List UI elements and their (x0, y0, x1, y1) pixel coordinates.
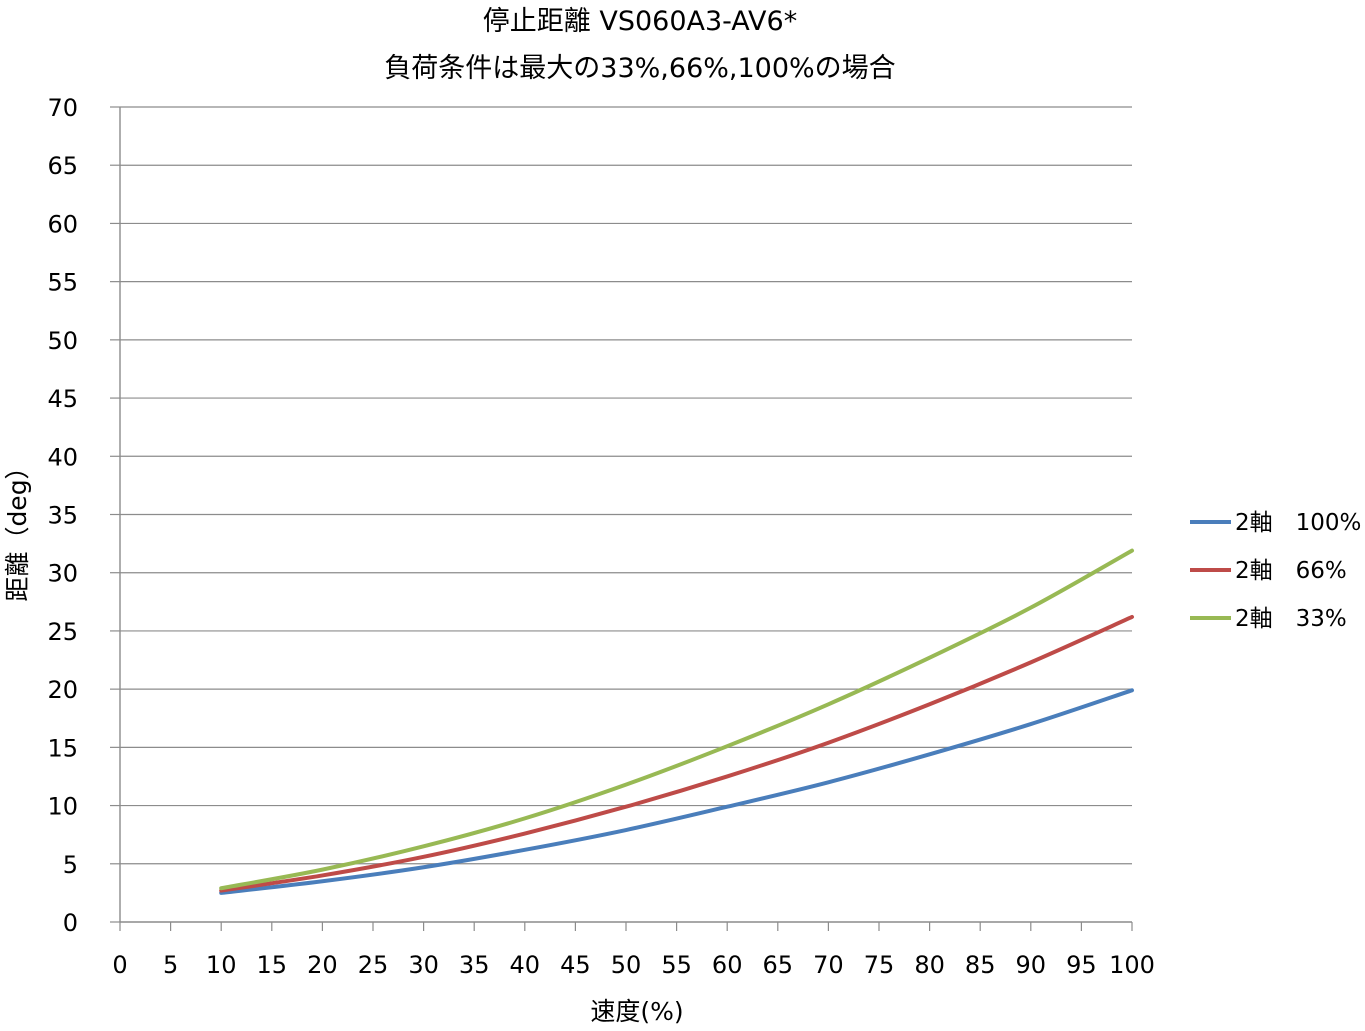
series-line-0 (219, 688, 1134, 895)
y-tick-label-45: 45 (47, 385, 78, 413)
gridlines (120, 106, 1132, 865)
series-line-2 (219, 548, 1134, 891)
x-tick-label-40: 40 (510, 951, 541, 979)
x-tick-label-60: 60 (712, 951, 743, 979)
x-tick-label-95: 95 (1066, 951, 1097, 979)
x-tick-label-65: 65 (763, 951, 794, 979)
y-tick-label-70: 70 (47, 94, 78, 122)
x-tick-label-5: 5 (163, 951, 178, 979)
legend-label-0: 2軸 100% (1235, 510, 1361, 536)
y-tick-label-30: 30 (47, 560, 78, 588)
x-tick-label-0: 0 (112, 951, 127, 979)
x-tick-label-25: 25 (358, 951, 389, 979)
legend-label-2: 2軸 33% (1235, 606, 1347, 632)
series-line-1 (219, 614, 1134, 893)
x-tick-label-50: 50 (611, 951, 642, 979)
x-tick-label-10: 10 (206, 951, 237, 979)
y-tick-label-20: 20 (47, 676, 78, 704)
x-tick-label-20: 20 (307, 951, 338, 979)
x-tick-label-85: 85 (965, 951, 996, 979)
y-tick-label-50: 50 (47, 327, 78, 355)
x-tick-label-70: 70 (813, 951, 844, 979)
x-tick-label-90: 90 (1016, 951, 1047, 979)
x-tick-label-80: 80 (914, 951, 945, 979)
x-tick-label-45: 45 (560, 951, 591, 979)
y-tick-label-35: 35 (47, 502, 78, 530)
chart-title: 停止距離 VS060A3-AV6* 負荷条件は最大の33%,66%,100%の場… (384, 6, 895, 84)
legend: 2軸 100% 2軸 66% 2軸 33% (1190, 510, 1361, 632)
y-tick-label-65: 65 (47, 152, 78, 180)
x-tick-label-100: 100 (1109, 951, 1155, 979)
y-tick-label-10: 10 (47, 793, 78, 821)
y-tick-label-55: 55 (47, 269, 78, 297)
x-tick-label-75: 75 (864, 951, 895, 979)
x-tick-label-30: 30 (408, 951, 439, 979)
y-axis-ticks: 0 5 10 15 20 25 30 35 40 45 50 55 60 65 70 (47, 94, 78, 937)
chart-title-line-2: 負荷条件は最大の33%,66%,100%の場合 (384, 53, 895, 84)
x-tick-label-15: 15 (257, 951, 288, 979)
x-axis-label: 速度(%) (590, 997, 683, 1026)
y-tick-label-25: 25 (47, 618, 78, 646)
x-tick-label-35: 35 (459, 951, 490, 979)
y-tick-label-5: 5 (63, 851, 78, 879)
y-tick-label-0: 0 (63, 909, 78, 937)
y-tick-label-15: 15 (47, 734, 78, 762)
y-axis-label: 距離（deg） (3, 454, 32, 601)
axes (110, 106, 1133, 931)
legend-label-1: 2軸 66% (1235, 558, 1347, 584)
chart-title-line-1: 停止距離 VS060A3-AV6* (483, 6, 797, 37)
y-tick-label-60: 60 (47, 210, 78, 238)
series-lines (219, 548, 1134, 895)
y-tick-label-40: 40 (47, 443, 78, 471)
x-tick-label-55: 55 (661, 951, 692, 979)
x-axis-ticks: 0 5 10 15 20 25 30 35 40 45 50 55 60 65 70 75 80 85 90 95 10… (112, 951, 1155, 979)
